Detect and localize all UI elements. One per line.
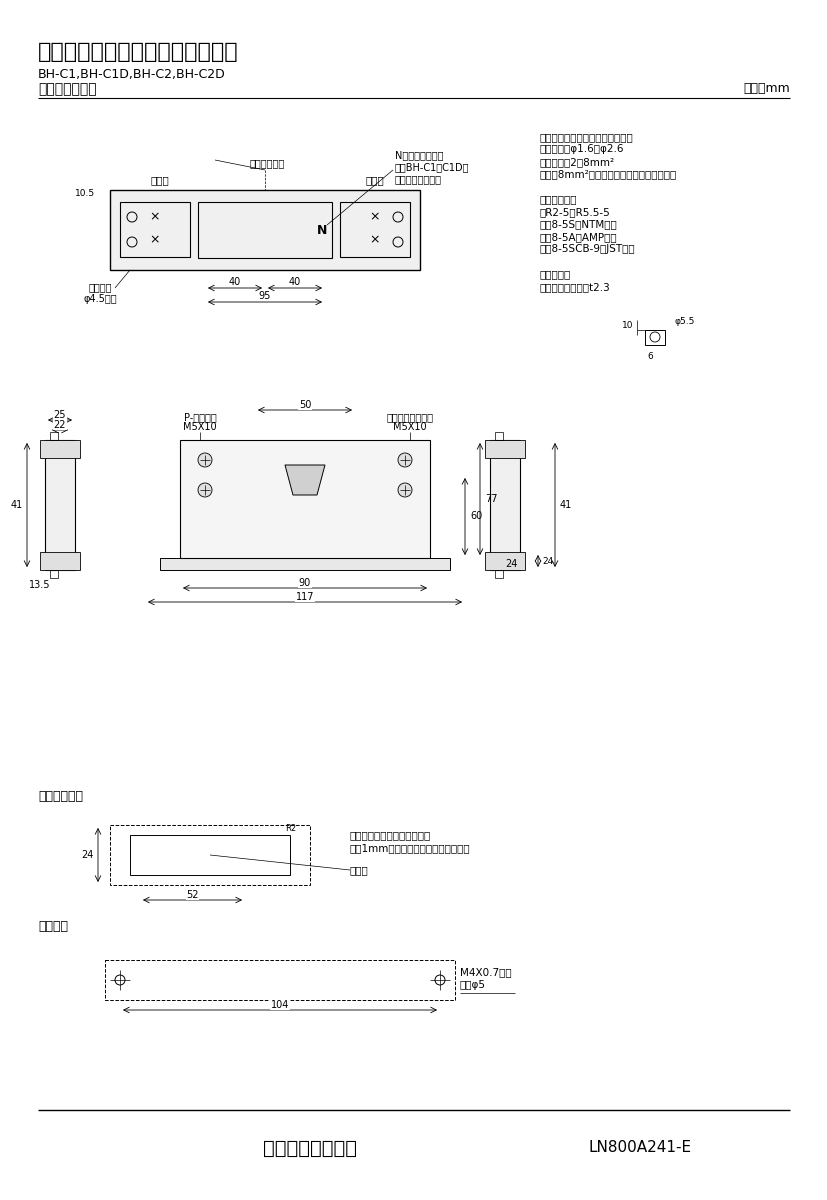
Text: 三菱電機株式会社: 三菱電機株式会社: [263, 1139, 356, 1158]
Text: 104: 104: [270, 1000, 289, 1010]
Text: 41: 41: [559, 500, 571, 510]
Text: 25: 25: [54, 410, 66, 420]
Bar: [120, 202, 189, 257]
Text: 24: 24: [82, 850, 94, 860]
Text: （注）8mm²電線は圧着端子をご使用下さい: （注）8mm²電線は圧着端子をご使用下さい: [539, 169, 676, 180]
Text: 52: 52: [186, 890, 198, 900]
Text: 41: 41: [11, 500, 23, 510]
Text: BH-C1,BH-C1D,BH-C2,BH-C2D: BH-C1,BH-C1D,BH-C2,BH-C2D: [38, 68, 226, 80]
Text: 又はφ5: 又はφ5: [460, 980, 485, 990]
Text: 表板穴明寸法: 表板穴明寸法: [38, 790, 83, 803]
Text: 22: 22: [54, 420, 66, 430]
Polygon shape: [284, 464, 325, 494]
Text: φ5.5: φ5.5: [674, 318, 695, 326]
Text: 24: 24: [504, 559, 517, 569]
Circle shape: [398, 452, 412, 467]
Text: 電源側: 電源側: [151, 175, 170, 185]
Text: 導帯加工図: 導帯加工図: [539, 270, 571, 280]
Text: M5X10: M5X10: [183, 422, 217, 432]
Text: P-なべねじ: P-なべねじ: [184, 412, 216, 422]
Text: 遮断器の中心: 遮断器の中心: [250, 158, 285, 168]
Text: 6: 6: [647, 352, 652, 361]
Bar: [644, 330, 664, 346]
Bar: [490, 440, 519, 570]
Bar: [160, 558, 449, 570]
Text: 8-5A（AMP社）: 8-5A（AMP社）: [539, 232, 617, 242]
Text: 単位：mm: 単位：mm: [743, 82, 789, 95]
Text: 60: 60: [470, 511, 481, 521]
Text: セルフアップねじ: セルフアップねじ: [386, 412, 433, 422]
Text: N: N: [317, 223, 327, 236]
Bar: [130, 835, 289, 875]
Bar: [485, 552, 524, 570]
Text: ×: ×: [370, 234, 380, 246]
Text: LN800A241-E: LN800A241-E: [588, 1140, 691, 1156]
Circle shape: [198, 482, 212, 497]
Text: 適合電線サイズ（負荷端子のみ）: 適合電線サイズ（負荷端子のみ）: [539, 132, 633, 142]
Text: 穴明寸法: 穴明寸法: [38, 920, 68, 934]
Text: にのみ付きます: にのみ付きます: [394, 174, 442, 184]
Bar: [495, 432, 502, 440]
Text: 10: 10: [621, 320, 632, 330]
Text: 24: 24: [542, 557, 552, 565]
Text: 取付つめ: 取付つめ: [88, 282, 112, 292]
Text: 注：BH-C1，C1D形: 注：BH-C1，C1D形: [394, 162, 469, 172]
Text: 90: 90: [299, 578, 311, 588]
Text: R2: R2: [284, 824, 296, 833]
Text: 50: 50: [299, 400, 311, 410]
Text: 77: 77: [485, 494, 497, 504]
Text: より線：2～8mm²: より線：2～8mm²: [539, 157, 614, 167]
Text: 40: 40: [228, 277, 241, 287]
Text: 標準外形寸法図: 標準外形寸法図: [38, 82, 97, 96]
Bar: [485, 440, 524, 458]
Bar: [50, 432, 58, 440]
Bar: [179, 440, 429, 558]
Bar: [340, 202, 409, 257]
Bar: [198, 202, 332, 258]
Text: 10.5: 10.5: [74, 188, 95, 198]
Bar: [45, 440, 75, 570]
Bar: [40, 552, 80, 570]
Bar: [110, 190, 419, 270]
Text: 117: 117: [295, 592, 314, 602]
Text: 13.5: 13.5: [29, 580, 50, 590]
Text: 8-5S（NTM社）: 8-5S（NTM社）: [539, 220, 617, 229]
Text: N（中性線記号）: N（中性線記号）: [394, 150, 443, 160]
Text: 負荷側: 負荷側: [366, 175, 384, 185]
Bar: [105, 960, 455, 1000]
Text: ×: ×: [150, 234, 160, 246]
Text: 最大導帯板厚　t2.3: 最大導帯板厚 t2.3: [539, 282, 610, 292]
Bar: [50, 570, 58, 578]
Bar: [110, 826, 309, 886]
Text: ×: ×: [370, 210, 380, 223]
Text: 単線　：φ1.6～φ2.6: 単線 ：φ1.6～φ2.6: [539, 144, 624, 155]
Bar: [40, 440, 80, 458]
Circle shape: [398, 482, 412, 497]
Bar: [495, 570, 502, 578]
Text: M4X0.7ねじ: M4X0.7ねじ: [460, 967, 511, 977]
Text: 95: 95: [259, 290, 271, 301]
Text: 穴明寸法は遮断器窓枠に対し: 穴明寸法は遮断器窓枠に対し: [350, 830, 431, 840]
Text: R2-5～R5.5-5: R2-5～R5.5-5: [539, 206, 610, 217]
Text: M5X10: M5X10: [393, 422, 426, 432]
Text: 遮断器: 遮断器: [350, 865, 368, 875]
Text: ×: ×: [150, 210, 160, 223]
Text: 三菱分電盤用ノーヒューズ遮断器: 三菱分電盤用ノーヒューズ遮断器: [38, 42, 238, 62]
Text: 8-5SCB-9（JST社）: 8-5SCB-9（JST社）: [539, 245, 635, 254]
Text: φ4.5長穴: φ4.5長穴: [83, 294, 117, 304]
Text: 片側1mmの隙間をもたせた寸法です。: 片側1mmの隙間をもたせた寸法です。: [350, 842, 470, 853]
Circle shape: [198, 452, 212, 467]
Text: 適合圧着端子: 適合圧着端子: [539, 194, 576, 204]
Text: 40: 40: [289, 277, 301, 287]
